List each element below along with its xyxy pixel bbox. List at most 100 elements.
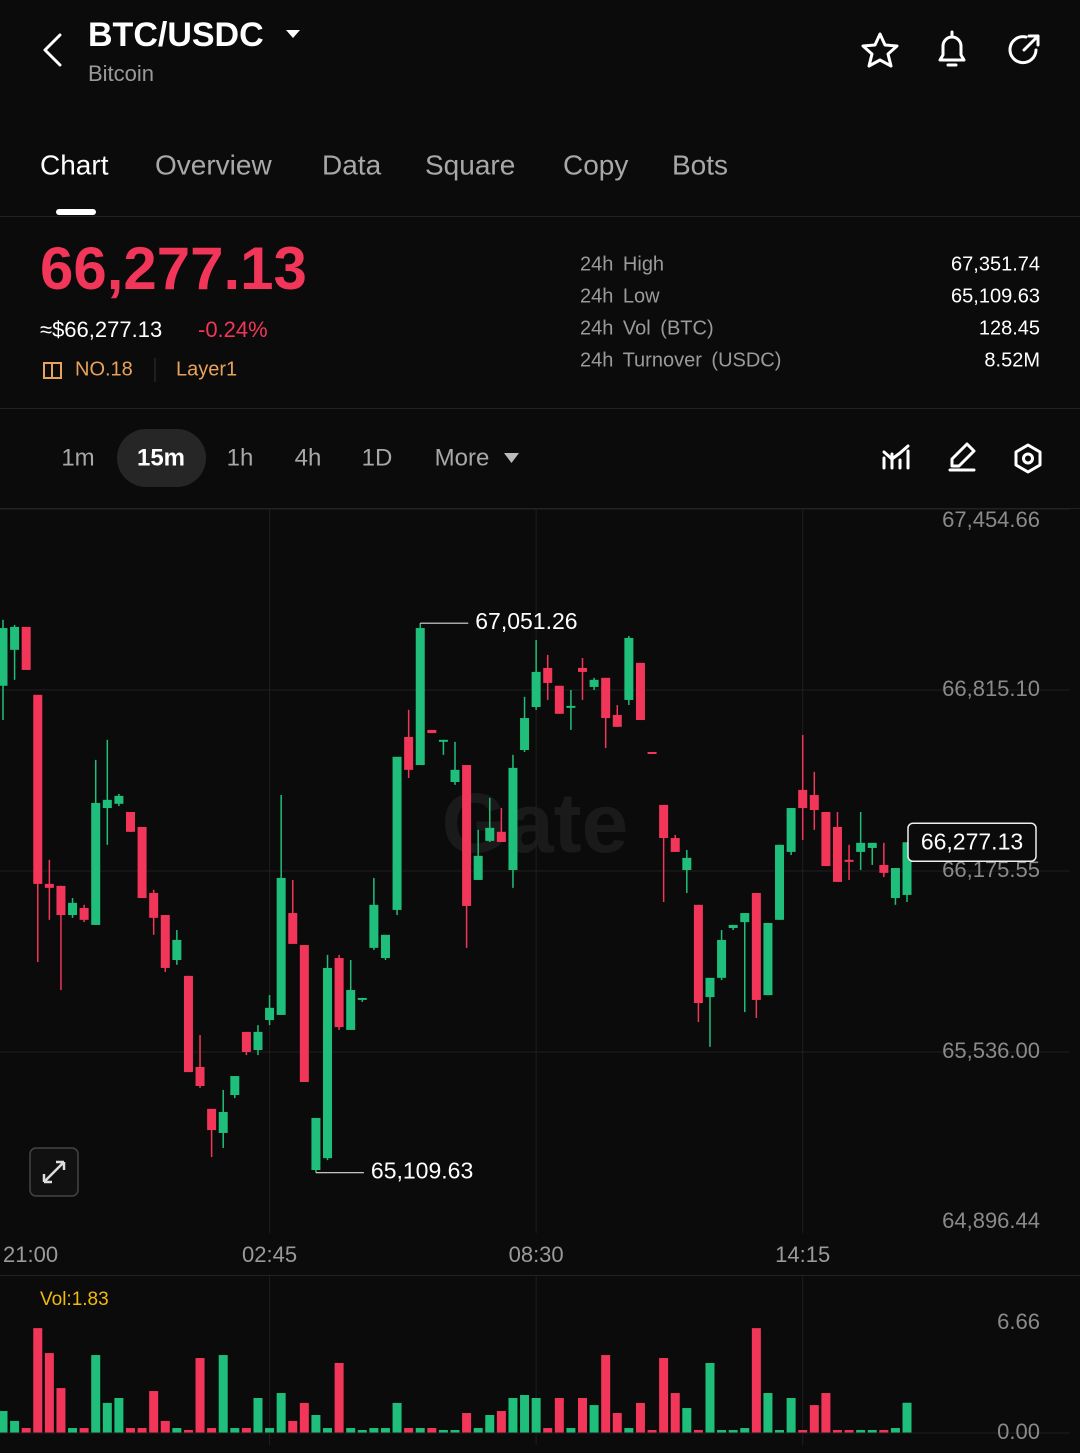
candle-body	[125, 812, 135, 832]
stat-value: 128.45	[979, 317, 1040, 339]
volume-bar	[207, 1428, 217, 1433]
indicators-button[interactable]	[882, 444, 910, 470]
volume-bar	[751, 1328, 761, 1433]
interval[interactable]: More	[435, 444, 490, 471]
candle-body	[288, 913, 298, 944]
candle-body	[56, 885, 66, 916]
candle-body	[380, 934, 390, 959]
volume-bar	[670, 1393, 680, 1433]
volume-bar	[473, 1428, 483, 1433]
settings-button[interactable]	[1022, 452, 1034, 465]
volume-bar	[125, 1428, 135, 1433]
volume-bar	[485, 1414, 495, 1433]
draw-button[interactable]	[948, 442, 976, 472]
candle-body	[299, 945, 309, 1082]
volume-bar	[44, 1353, 54, 1433]
volume-bar	[601, 1355, 611, 1433]
candle-body	[531, 671, 541, 708]
volume-bar	[404, 1428, 414, 1433]
tab[interactable]: Data	[322, 149, 382, 180]
volume-bar	[693, 1430, 703, 1433]
back-button[interactable]	[43, 33, 62, 67]
y-tick-label: 66,815.10	[942, 676, 1040, 701]
volume-bar	[195, 1358, 205, 1433]
candle-body	[647, 752, 657, 754]
volume-bar	[682, 1408, 692, 1433]
candle-body	[346, 990, 356, 1030]
volume-bar	[740, 1428, 750, 1433]
stat-value: 67,351.74	[951, 253, 1040, 275]
candle-body	[485, 827, 495, 841]
candle-body	[821, 812, 831, 867]
more-dropdown[interactable]	[504, 453, 519, 463]
candle-body	[832, 827, 842, 882]
candle-body	[160, 915, 170, 968]
candle-body	[323, 967, 333, 1159]
settings-button[interactable]	[1014, 443, 1042, 474]
candle-body	[856, 842, 866, 852]
rank[interactable]: NO.18	[75, 358, 133, 380]
candle-body	[276, 877, 286, 1015]
volume-tick-label: 6.66	[997, 1309, 1040, 1334]
tab[interactable]: Overview	[155, 149, 272, 180]
candle-body	[149, 892, 159, 918]
candle-body	[798, 789, 808, 809]
volume-bar	[856, 1430, 866, 1433]
volume-bar	[496, 1411, 506, 1433]
volume-bar	[160, 1420, 170, 1433]
favorite-button[interactable]	[861, 32, 899, 68]
candle-body	[114, 795, 124, 804]
volume-bar	[149, 1391, 159, 1433]
last-price: 66,277.13	[40, 235, 307, 302]
pair-dropdown[interactable]	[286, 30, 300, 38]
candle-body	[867, 842, 877, 848]
volume-bar	[427, 1428, 437, 1433]
volume-bar	[218, 1355, 228, 1433]
candle-body	[172, 939, 182, 961]
interval[interactable]: 1h	[227, 444, 254, 471]
candle-body	[786, 808, 796, 852]
x-tick-label: 08:30	[509, 1242, 564, 1267]
candle-body	[809, 795, 819, 811]
volume-bar	[0, 1411, 8, 1433]
candle-body	[496, 831, 506, 843]
volume-bar	[311, 1414, 321, 1433]
volume-bar	[844, 1430, 854, 1433]
volume-bar	[809, 1405, 819, 1433]
volume-bar	[554, 1397, 564, 1433]
interval[interactable]: 15m	[137, 444, 185, 471]
candle-body	[137, 827, 147, 899]
alert-button[interactable]	[938, 30, 966, 67]
candle-body	[68, 902, 78, 916]
candle-body	[450, 769, 460, 783]
tab[interactable]: Chart	[40, 149, 109, 180]
candle-body	[311, 1117, 321, 1171]
volume-bar	[705, 1362, 715, 1433]
tab[interactable]: Bots	[672, 149, 728, 180]
annotation-label: 67,051.26	[475, 608, 577, 634]
volume-bar	[33, 1328, 43, 1433]
volume-bar	[798, 1430, 808, 1433]
sector-tag[interactable]: Layer1	[176, 358, 237, 380]
candle-body	[728, 924, 738, 929]
volume-bar	[438, 1430, 448, 1433]
volume-bar	[717, 1430, 727, 1433]
volume-bar	[775, 1430, 785, 1433]
candle-body	[635, 662, 645, 721]
pair-title[interactable]: BTC/USDC	[88, 16, 264, 54]
price-change: -0.24%	[198, 317, 268, 342]
interval[interactable]: 4h	[295, 444, 322, 471]
volume-bar	[612, 1413, 622, 1433]
tab[interactable]: Square	[425, 149, 515, 180]
interval[interactable]: 1D	[362, 444, 393, 471]
interval[interactable]: 1m	[61, 444, 94, 471]
tab[interactable]: Copy	[563, 149, 628, 180]
candle-body	[612, 714, 622, 727]
candle-body	[207, 1108, 217, 1131]
volume-bar	[265, 1428, 275, 1433]
share-button[interactable]	[1008, 34, 1040, 65]
volume-bar	[659, 1358, 669, 1433]
candle-body	[44, 883, 54, 888]
stat-value: 8.52M	[984, 349, 1040, 371]
candle-body	[10, 626, 20, 650]
